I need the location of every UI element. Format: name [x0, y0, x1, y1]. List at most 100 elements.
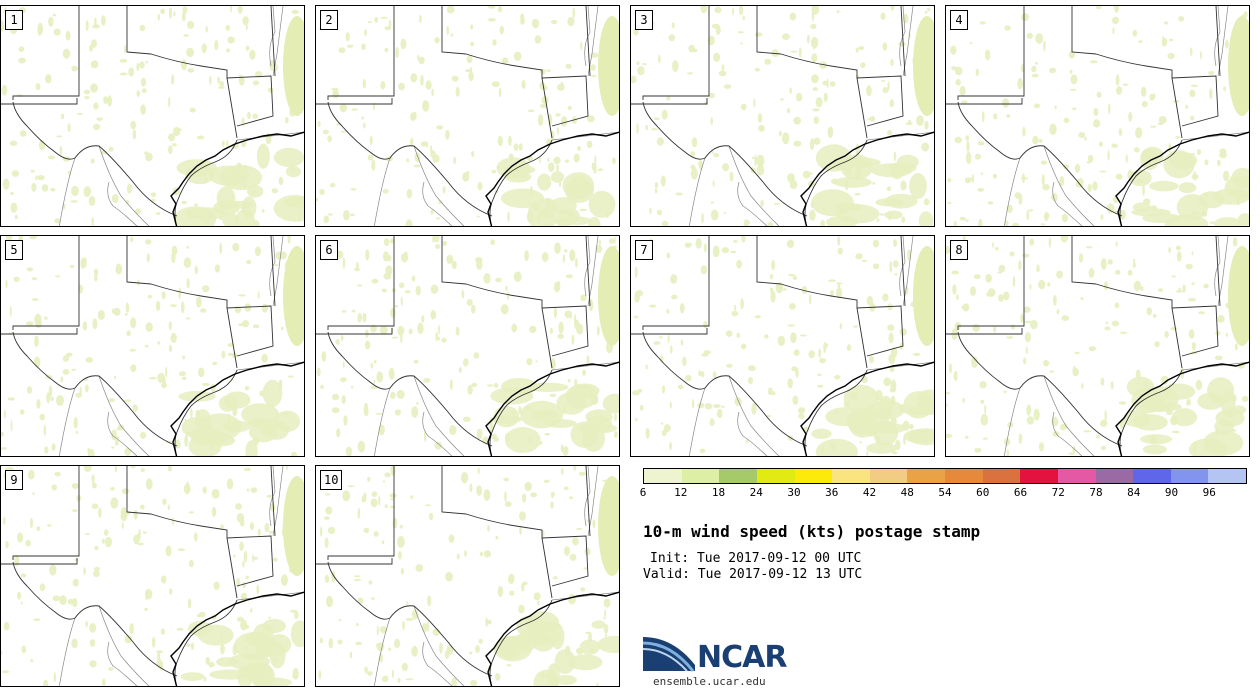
state-border: [174, 139, 238, 226]
wind-speckle: [198, 611, 206, 618]
wind-area: [597, 635, 619, 654]
wind-speckle: [1088, 267, 1095, 278]
wind-speckle: [586, 115, 595, 123]
member-label: 7: [635, 240, 653, 260]
wind-speckle: [1204, 159, 1209, 166]
county-border: [1214, 236, 1221, 297]
wind-speckle: [380, 80, 386, 90]
state-border: [126, 466, 274, 587]
wind-speckle: [710, 209, 719, 221]
wind-speckle: [812, 108, 820, 112]
wind-speckle: [541, 96, 549, 104]
wind-speckle: [1002, 291, 1010, 301]
wind-speckle: [101, 678, 106, 686]
wind-speckle: [413, 164, 421, 168]
wind-speckle: [400, 253, 409, 263]
wind-speckle: [35, 83, 41, 91]
wind-speckle: [1171, 275, 1176, 278]
wind-speckle: [405, 678, 414, 681]
wind-speckle: [119, 72, 128, 76]
wind-speckle: [580, 587, 586, 592]
wind-speckle: [613, 430, 618, 439]
wind-speckle: [254, 246, 261, 257]
wind-speckle: [1023, 306, 1031, 313]
wind-speckle: [1225, 332, 1228, 337]
wind-area: [504, 427, 541, 453]
wind-speckle: [44, 446, 49, 454]
wind-speckle: [147, 294, 152, 299]
wind-speckle: [499, 25, 504, 35]
wind-area: [241, 403, 280, 426]
wind-speckle: [478, 638, 483, 644]
wind-speckle: [321, 351, 327, 362]
wind-speckle: [1003, 390, 1007, 394]
wind-speckle: [890, 379, 897, 392]
wind-speckle: [53, 28, 61, 36]
wind-speckle: [1168, 38, 1174, 42]
wind-speckle: [887, 129, 893, 136]
wind-speckle: [79, 386, 82, 397]
county-border: [98, 145, 150, 226]
wind-speckle: [444, 650, 450, 659]
wind-area: [562, 172, 595, 200]
county-border: [422, 181, 453, 226]
wind-speckle: [1160, 375, 1169, 385]
wind-speckle: [419, 14, 422, 24]
wind-speckle: [977, 141, 985, 146]
wind-speckle: [562, 254, 565, 263]
wind-speckle: [1011, 324, 1016, 330]
wind-speckle: [124, 447, 131, 456]
wind-speckle: [476, 428, 483, 440]
wind-speckle: [388, 367, 395, 380]
wind-speckle: [241, 117, 245, 127]
wind-speckle: [327, 526, 336, 534]
wind-speckle: [889, 366, 895, 372]
valid-time: Valid: Tue 2017-09-12 13 UTC: [643, 567, 863, 582]
wind-speckle: [128, 67, 135, 77]
wind-speckle: [252, 554, 255, 563]
state-border: [1215, 236, 1221, 307]
wind-speckle: [985, 273, 992, 283]
wind-speckle: [362, 78, 366, 89]
wind-speckle: [1203, 283, 1209, 289]
wind-speckle: [786, 107, 791, 114]
wind-speckle: [157, 341, 161, 345]
wind-speckle: [1043, 40, 1046, 52]
wind-speckle: [636, 122, 639, 135]
wind-speckle: [319, 637, 323, 644]
wind-speckle: [140, 77, 147, 87]
wind-speckle: [243, 550, 248, 563]
wind-speckle: [84, 384, 89, 393]
wind-speckle: [980, 172, 983, 176]
wind-speckle: [1104, 409, 1107, 422]
member-panel: 1: [0, 5, 305, 227]
wind-speckle: [537, 600, 540, 606]
wind-speckle: [156, 212, 161, 215]
wind-speckle: [363, 122, 366, 129]
wind-speckle: [423, 377, 431, 383]
wind-speckle: [353, 575, 361, 578]
wind-speckle: [161, 291, 166, 300]
wind-speckle: [704, 403, 713, 410]
wind-speckle: [954, 136, 963, 144]
wind-speckle: [1029, 284, 1032, 290]
wind-speckle: [767, 221, 774, 226]
wind-speckle: [564, 249, 568, 253]
wind-speckle: [760, 200, 764, 207]
wind-speckle: [1041, 174, 1045, 186]
wind-speckle: [732, 7, 734, 16]
wind-speckle: [28, 469, 35, 480]
wind-speckle: [1032, 135, 1039, 145]
wind-speckle: [10, 202, 18, 213]
wind-speckle: [436, 125, 444, 130]
wind-speckle: [51, 484, 57, 491]
wind-speckle: [237, 6, 243, 14]
wind-speckle: [947, 178, 952, 183]
wind-speckle: [500, 304, 509, 315]
state-border: [946, 98, 1023, 105]
wind-speckle: [369, 135, 373, 146]
wind-speckle: [1035, 33, 1043, 44]
wind-speckle: [471, 304, 476, 314]
wind-speckle: [872, 181, 876, 185]
wind-area: [234, 208, 256, 226]
